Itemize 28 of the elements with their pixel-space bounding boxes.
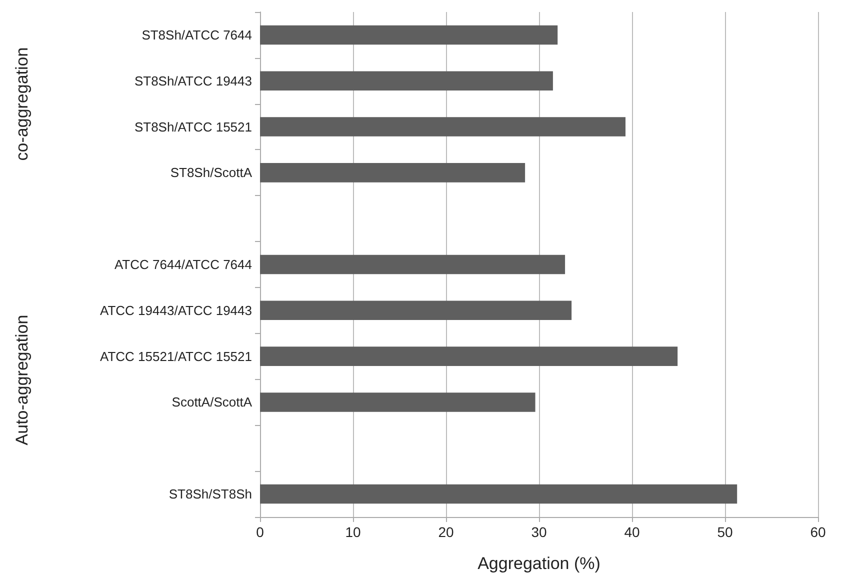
text: co-aggregation [12, 47, 32, 161]
bar [260, 25, 558, 45]
bar [260, 117, 626, 136]
y-tick-label: ST8Sh/ScottA [170, 165, 252, 180]
x-tick-label: 40 [624, 524, 640, 540]
bar [260, 392, 536, 412]
x-tick-label: 30 [531, 524, 547, 540]
bar [260, 254, 566, 274]
y-tick-label: ATCC 15521/ATCC 15521 [100, 348, 252, 364]
y-tick-label: ST8Sh/ST8Sh [168, 486, 252, 502]
bar [260, 484, 738, 504]
y-tick-label: ST8Sh/ATCC 19443 [134, 73, 252, 88]
x-tick-label: 60 [810, 524, 826, 540]
x-tick-label: 50 [717, 524, 733, 540]
x-tick-label: 20 [438, 524, 454, 540]
x-tick-label: 10 [345, 524, 361, 540]
y-tick-label: ATCC 19443/ATCC 19443 [100, 302, 252, 318]
y-tick-label: ScottA/ScottA [172, 394, 252, 410]
bar [260, 346, 678, 366]
x-axis-title: Aggregation (%) [478, 554, 600, 573]
bar [260, 163, 526, 182]
y-tick-label: ST8Sh/ATCC 15521 [134, 119, 252, 134]
bar [260, 71, 553, 91]
y-tick-label: ATCC 7644/ATCC 7644 [114, 257, 252, 272]
text: Auto-aggregation [12, 314, 32, 446]
bar [260, 300, 572, 320]
y-tick-label: ST8Sh/ATCC 7644 [142, 27, 252, 42]
x-tick-label: 0 [256, 524, 264, 540]
